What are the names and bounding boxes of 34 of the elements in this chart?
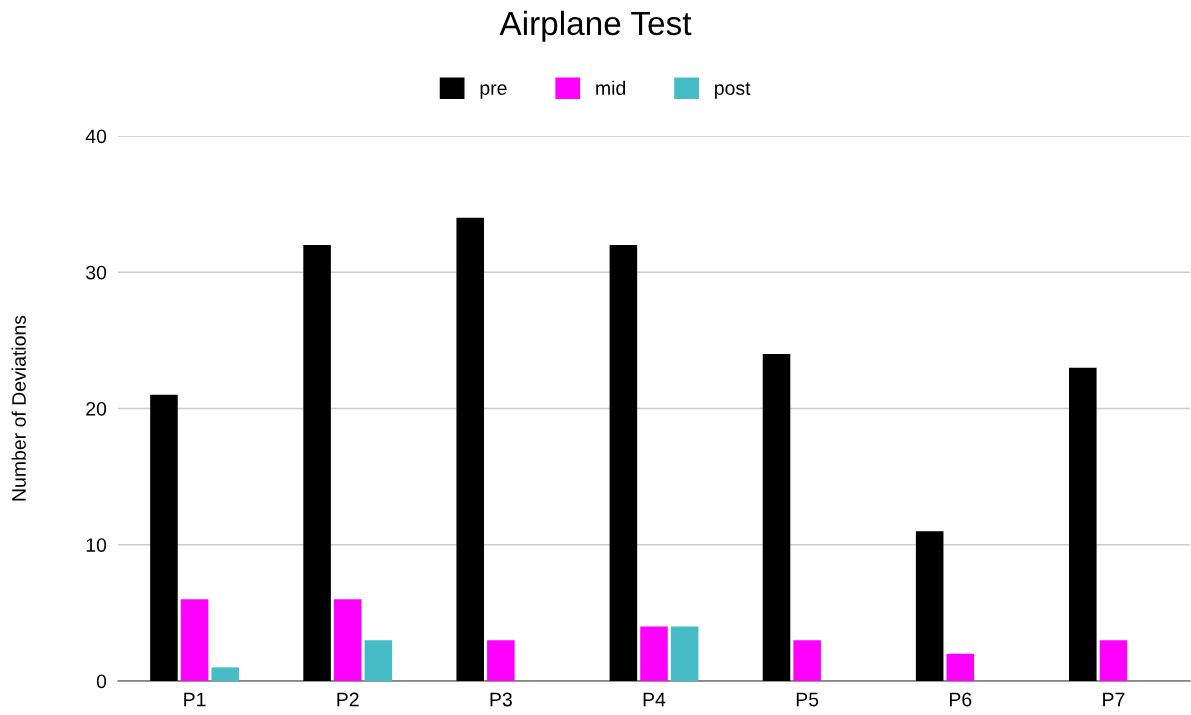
legend-label: post (715, 82, 751, 99)
y-tick-label: 10 (86, 538, 107, 552)
bar (333, 599, 362, 681)
bar (303, 245, 331, 681)
bar (946, 653, 975, 681)
bar (609, 245, 638, 681)
x-tick-label: P4 (643, 692, 666, 707)
bar (364, 640, 393, 681)
legend-label: mid (596, 80, 626, 95)
y-axis-title: Number of Deviations (11, 315, 26, 501)
x-tick-label: P6 (949, 692, 972, 707)
bar (456, 217, 485, 681)
bar (915, 531, 944, 681)
bar (1099, 640, 1128, 681)
bar (640, 626, 668, 681)
y-tick-label: 30 (86, 265, 107, 280)
bar (180, 599, 209, 681)
x-tick-label: P2 (337, 692, 359, 707)
y-tick-label: 40 (85, 129, 107, 144)
x-tick-label: P1 (184, 692, 206, 707)
bar (793, 640, 821, 681)
y-tick-label: 0 (96, 674, 107, 689)
bar (150, 394, 178, 681)
legend-label: pre (480, 84, 507, 99)
x-tick-label: P7 (1103, 692, 1125, 707)
chart-title: Airplane Test (499, 10, 692, 42)
bar (762, 354, 791, 681)
x-tick-label: P3 (490, 692, 512, 707)
bar (487, 640, 515, 681)
bar (670, 626, 699, 681)
x-tick-label: P5 (796, 692, 819, 707)
bar (211, 667, 239, 681)
y-tick-label: 20 (86, 401, 107, 416)
bar (1069, 367, 1097, 681)
